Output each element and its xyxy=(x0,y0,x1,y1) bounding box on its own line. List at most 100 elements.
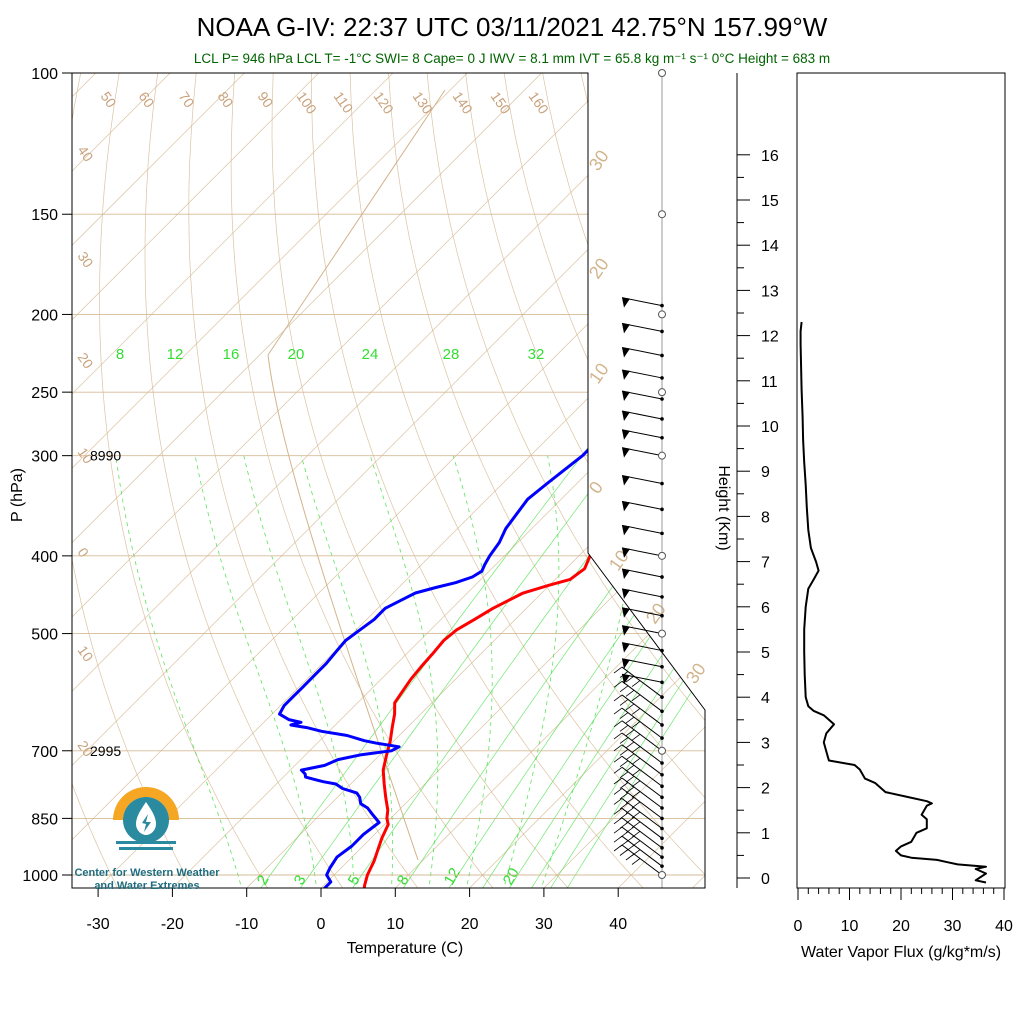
moist-adiabat-line xyxy=(539,455,643,888)
temperature-axis: -30 -20 -10 0 10 20 30 40 xyxy=(87,888,627,933)
dry-adiabat-line xyxy=(349,73,705,888)
y-tick-label: 150 xyxy=(31,207,58,224)
wind-barb-feather xyxy=(619,792,629,800)
mixing-ratio-label: 32 xyxy=(528,346,545,363)
wind-barb-feather xyxy=(631,801,641,809)
wind-barb-flag xyxy=(622,625,630,636)
mixing-ratio-bottom-label: 12 xyxy=(441,865,464,888)
wind-barb xyxy=(621,826,663,858)
height-tick-label: 12 xyxy=(761,329,779,346)
height-tick-label: 11 xyxy=(761,374,778,391)
isotherm-line xyxy=(72,73,394,888)
flux-tick-label: 0 xyxy=(794,918,803,935)
wind-barb-feather xyxy=(619,724,629,732)
mixing-ratio-line xyxy=(547,362,705,888)
dry-adiabat-line xyxy=(230,73,497,888)
wind-barb-feather xyxy=(631,694,641,702)
wind-barb-feather xyxy=(631,791,641,798)
dry-adiabat-label: 120 xyxy=(371,89,398,117)
wind-barb-feather xyxy=(631,840,641,847)
wind-barb-flag xyxy=(622,297,630,308)
wind-barb-flag xyxy=(622,391,630,402)
wind-barb-feather xyxy=(625,675,635,683)
barb-open-circle xyxy=(658,69,666,77)
barb-open-circle xyxy=(658,310,666,319)
x-tick-label: 10 xyxy=(386,916,404,933)
height-tick-label: 3 xyxy=(761,735,770,752)
barb-dot xyxy=(660,531,664,536)
moist-adiabat-line xyxy=(300,455,393,888)
flux-series xyxy=(799,321,987,884)
parcel-upper-line xyxy=(267,89,446,356)
dry-adiabat-line xyxy=(774,73,1024,892)
wind-barb-feather xyxy=(613,777,623,785)
wind-barb-feather xyxy=(613,788,623,795)
mixing-ratio-label: 8 xyxy=(116,346,124,363)
wind-barb-feather xyxy=(619,760,629,768)
dry-adiabat-label: 130 xyxy=(410,89,437,117)
wind-barb-feather xyxy=(613,817,623,825)
moist-adiabat-line xyxy=(243,455,355,888)
wind-barb-feather xyxy=(625,703,635,711)
wind-barb-feather xyxy=(613,766,623,774)
mixing-ratio-line xyxy=(506,362,705,888)
isotherm-line xyxy=(391,73,705,888)
barb-dot xyxy=(660,507,664,512)
wind-barb-feather xyxy=(625,729,635,737)
dry-adiabat-line xyxy=(271,73,572,888)
wind-barb xyxy=(621,787,663,819)
wind-barb-feather xyxy=(619,748,629,756)
barb-dot xyxy=(660,864,664,868)
y-tick-label: 200 xyxy=(31,307,58,324)
y-tick-label: 250 xyxy=(31,385,58,402)
wind-barb xyxy=(621,807,663,839)
isotherm-line xyxy=(72,73,617,888)
isotherm-line xyxy=(72,73,468,888)
wind-barb-feather xyxy=(625,816,635,824)
height-label: 8990 xyxy=(90,448,121,464)
mixing-ratio-line xyxy=(349,362,705,888)
dry-adiabat-line xyxy=(465,73,705,888)
isotherm-line xyxy=(316,73,705,888)
dry-adiabat-label: 150 xyxy=(488,89,515,117)
wind-barb-feather xyxy=(625,826,635,834)
left-adiabat-label: 10 xyxy=(75,643,97,665)
dry-adiabat-line xyxy=(144,73,346,888)
dry-adiabat-label: 90 xyxy=(255,89,277,111)
flux-axis-label: Water Vapor Flux (g/kg*m/s) xyxy=(801,944,1001,961)
barb-dot xyxy=(660,329,664,334)
flux-line xyxy=(799,321,987,884)
barb-open-circle xyxy=(658,746,666,755)
flux-tick-label: 30 xyxy=(944,918,962,935)
moist-adiabat-line xyxy=(194,455,318,888)
isotherm-line xyxy=(613,73,705,888)
wind-barb-feather xyxy=(619,771,629,779)
wind-barb-feather xyxy=(619,685,629,693)
barb-dot xyxy=(660,397,664,401)
barb-dot xyxy=(660,595,664,599)
barb-dot xyxy=(660,417,664,421)
wind-barb-feather xyxy=(625,716,635,724)
adiabat-labels: 50 60 70 80 90 100 110 120 130 140 150 160403020100… xyxy=(75,89,710,888)
wind-barb-feather xyxy=(631,858,641,865)
wind-barb-flag xyxy=(622,674,630,685)
barb-dot xyxy=(660,664,664,669)
left-adiabat-label: 0 xyxy=(75,545,93,561)
isotherm-line xyxy=(465,73,705,888)
wind-barb xyxy=(621,720,663,752)
x-axis-label: Temperature (C) xyxy=(347,940,463,957)
parcel-lower-line xyxy=(267,354,419,861)
wind-barb-feather xyxy=(631,733,641,741)
wind-barb-feather xyxy=(631,680,641,687)
dry-adiabat-line xyxy=(657,73,705,888)
barb-dot xyxy=(660,795,664,800)
isotherm-line xyxy=(168,73,705,888)
x-tick-label: 30 xyxy=(535,916,553,933)
height-tick-label: 1 xyxy=(761,826,770,843)
wind-barb-flag xyxy=(622,447,630,458)
barb-dot xyxy=(660,784,664,789)
mixing-ratio-label: 28 xyxy=(443,346,460,363)
dry-adiabat-label: 100 xyxy=(294,89,321,117)
left-adiabat-label: 40 xyxy=(75,143,97,165)
